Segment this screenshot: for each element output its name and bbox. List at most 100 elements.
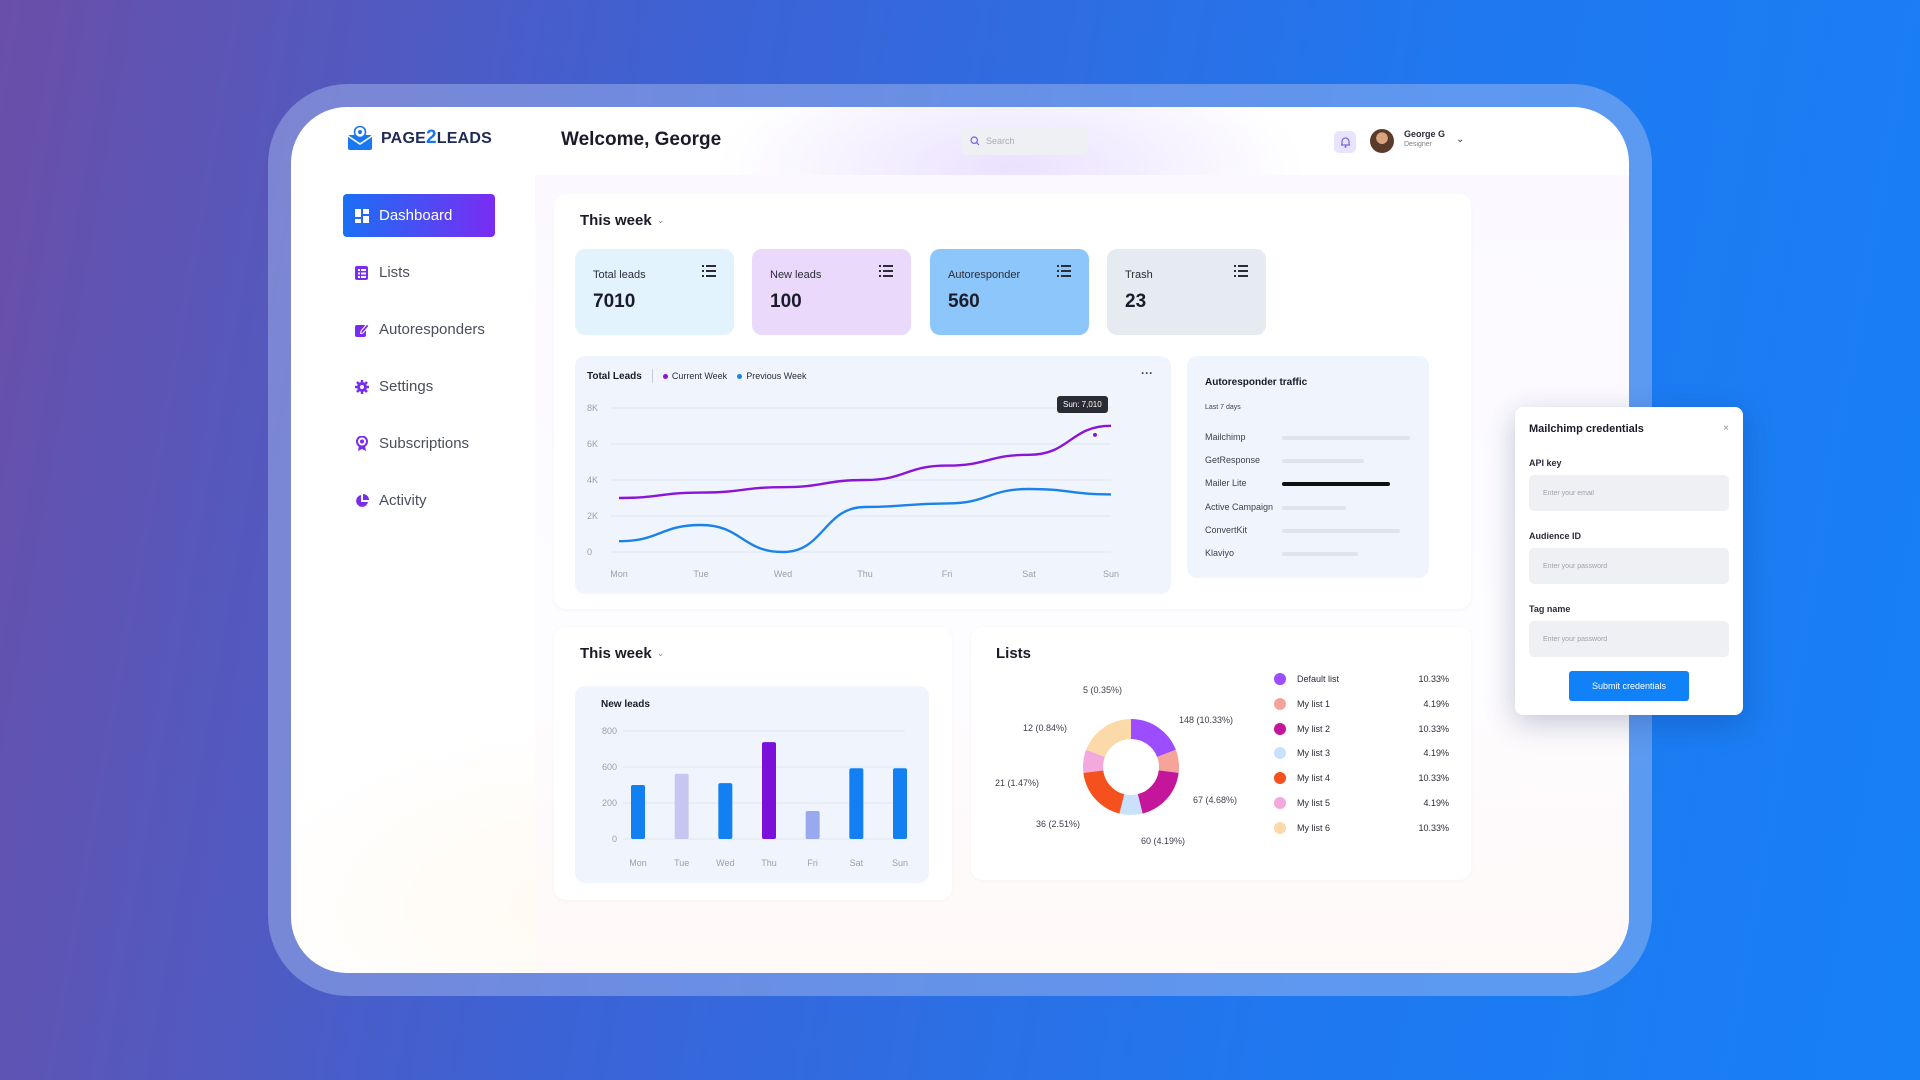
list-item[interactable]: My list 2 10.33%: [1274, 722, 1449, 736]
submit-credentials-button[interactable]: Submit credentials: [1569, 671, 1689, 701]
bar-thu[interactable]: [762, 742, 776, 839]
donut-label: 60 (4.19%): [1141, 836, 1186, 846]
chart-title: Total Leads: [587, 370, 642, 382]
bar-fri[interactable]: [805, 811, 820, 839]
list-item-percent: 10.33%: [1418, 723, 1449, 734]
traffic-label: GetResponse: [1205, 455, 1261, 466]
x-tick-label: Sat: [1022, 569, 1036, 579]
y-tick-label: 6K: [587, 439, 598, 449]
bar-sun[interactable]: [893, 768, 907, 839]
list-item-percent: 10.33%: [1418, 773, 1449, 784]
y-tick-label: 0: [587, 547, 592, 557]
notifications-button[interactable]: [1334, 131, 1356, 153]
traffic-bar[interactable]: [1282, 552, 1358, 556]
audience-id-field[interactable]: [1529, 548, 1729, 584]
traffic-bar[interactable]: [1282, 528, 1400, 533]
app-logo[interactable]: PAGE2LEADS: [347, 125, 492, 151]
audience-id-label: Audience ID: [1529, 531, 1582, 541]
list-item[interactable]: My list 4 10.33%: [1274, 771, 1449, 785]
traffic-label: Active Campaign: [1205, 501, 1274, 512]
legend-dot: [1274, 772, 1286, 785]
stat-card-trash[interactable]: Trash 23: [1107, 249, 1266, 335]
sidebar-item-subscriptions[interactable]: Subscriptions: [343, 422, 495, 465]
list-icon: [1057, 265, 1071, 277]
gear-icon: [354, 379, 369, 394]
list-icon: [354, 265, 369, 280]
avatar[interactable]: [1370, 129, 1394, 153]
list-item[interactable]: Default list 10.33%: [1274, 672, 1449, 686]
chevron-down-icon[interactable]: ⌄: [1456, 134, 1465, 145]
bar-mon[interactable]: [631, 784, 645, 839]
tag-name-field[interactable]: [1529, 621, 1729, 657]
user-menu[interactable]: George G Designer: [1404, 129, 1445, 148]
stat-card-autoresponder[interactable]: Autoresponder 560: [930, 249, 1089, 335]
list-item-label: My list 1: [1297, 698, 1331, 709]
donut-slice-6[interactable]: [1086, 719, 1131, 757]
stat-card-new-leads[interactable]: New leads 100: [752, 249, 911, 335]
search-input[interactable]: [986, 136, 1076, 146]
donut-label: 21 (1.47%): [995, 778, 1040, 788]
donut-label: 5 (0.35%): [1083, 685, 1123, 695]
list-item[interactable]: My list 3 4.19%: [1274, 746, 1449, 760]
bar-tue[interactable]: [674, 773, 689, 839]
donut-label: 12 (0.84%): [1023, 723, 1068, 733]
edit-icon: [354, 322, 369, 337]
stat-value: 23: [1125, 291, 1147, 312]
period-dropdown[interactable]: This week ⌄: [580, 212, 664, 229]
highlight-point[interactable]: [1092, 431, 1098, 438]
sidebar-item-lists[interactable]: Lists: [343, 251, 495, 294]
divider: [651, 369, 653, 383]
y-tick-label: 8K: [587, 403, 598, 413]
stat-value: 560: [948, 291, 980, 312]
tag-name-label: Tag name: [1529, 604, 1571, 614]
logo-text: PAGE2LEADS: [381, 127, 492, 148]
traffic-bar[interactable]: [1282, 482, 1390, 487]
donut-slice-0[interactable]: [1131, 719, 1176, 757]
list-item-label: My list 4: [1297, 773, 1331, 784]
api-key-field[interactable]: [1529, 475, 1729, 511]
x-tick-label: Wed: [716, 858, 734, 868]
autoresponder-traffic-card: Autoresponder traffic Last 7 days Mailch…: [1187, 356, 1429, 578]
stat-label: Autoresponder: [948, 269, 1021, 281]
donut-slice-5[interactable]: [1083, 749, 1105, 773]
donut-slice-4[interactable]: [1083, 770, 1125, 814]
more-options-button[interactable]: ···: [1141, 366, 1153, 380]
bar-sat[interactable]: [849, 768, 864, 839]
close-icon[interactable]: ×: [1723, 423, 1729, 434]
traffic-bar-fill: [1282, 482, 1390, 487]
stat-card-total-leads[interactable]: Total leads 7010: [575, 249, 734, 335]
traffic-label: Klaviyo: [1205, 548, 1235, 558]
period-label: This week: [580, 645, 652, 662]
legend-dot: [1274, 821, 1286, 834]
traffic-bar[interactable]: [1282, 459, 1364, 464]
api-key-label: API key: [1529, 458, 1562, 468]
sidebar-item-activity[interactable]: Activity: [343, 479, 495, 522]
x-tick-label: Mon: [629, 858, 647, 868]
donut-slice-3[interactable]: [1119, 794, 1143, 815]
lists-title: Lists: [996, 645, 1032, 662]
x-tick-label: Sun: [892, 858, 908, 868]
overview-panel: This week ⌄ Total leads 7010 New leads 1…: [554, 194, 1471, 609]
period-dropdown[interactable]: This week ⌄: [580, 645, 664, 662]
legend-dot: [1274, 697, 1286, 710]
donut-slice-2[interactable]: [1137, 770, 1179, 814]
search-bar[interactable]: [962, 127, 1088, 155]
list-item-label: My list 6: [1297, 822, 1331, 833]
mailchimp-credentials-modal: Mailchimp credentials × API key Audience…: [1515, 407, 1743, 715]
sidebar-item-autoresponders[interactable]: Autoresponders: [343, 308, 495, 351]
period-label: This week: [580, 212, 652, 229]
bar-wed[interactable]: [718, 783, 733, 839]
sidebar-item-dashboard[interactable]: Dashboard: [343, 194, 495, 237]
y-tick-label: 800: [602, 726, 617, 736]
list-item-percent: 10.33%: [1418, 822, 1449, 833]
list-item[interactable]: My list 6 10.33%: [1274, 821, 1449, 835]
envelope-logo-icon: [347, 125, 373, 150]
traffic-bar[interactable]: [1282, 505, 1346, 510]
list-item[interactable]: My list 1 4.19%: [1274, 697, 1449, 711]
traffic-bar[interactable]: [1282, 436, 1410, 440]
modal-title: Mailchimp credentials: [1529, 423, 1644, 435]
sidebar-item-settings[interactable]: Settings: [343, 365, 495, 408]
list-item[interactable]: My list 5 4.19%: [1274, 796, 1449, 810]
user-role: Designer: [1404, 141, 1433, 148]
donut-slice-1[interactable]: [1157, 749, 1179, 773]
